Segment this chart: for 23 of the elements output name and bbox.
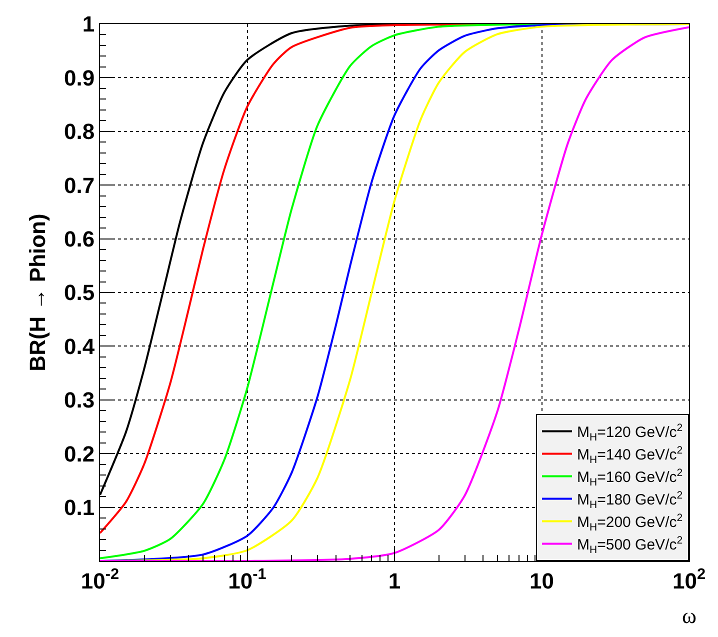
legend-label: M$_{H}$=180 GeV/c$^{2}$ [577, 489, 683, 511]
y-tick-label: 0.4 [64, 334, 96, 359]
y-tick-label: 1 [82, 12, 95, 37]
legend-label: M$_{H}$=500 GeV/c$^{2}$ [577, 534, 683, 556]
y-tick-label: 0.7 [64, 172, 95, 198]
legend-label: M$_{H}$=140 GeV/c$^{2}$ [577, 444, 683, 466]
legend-label: M$_{H}$=160 GeV/c$^{2}$ [577, 466, 683, 488]
y-tick-label: 0.3 [64, 388, 95, 413]
x-tick-label: 10$^{2}$ [672, 566, 706, 594]
x-tick-label: 10 [530, 568, 554, 594]
y-tick-label: 0.9 [64, 65, 95, 90]
legend-label: M$_{H}$=200 GeV/c$^{2}$ [577, 512, 683, 534]
y-tick-label: 0.5 [64, 280, 95, 306]
x-tick-label: 1 [388, 568, 401, 594]
legend-label: M$_{H}$=120 GeV/c$^{2}$ [577, 422, 683, 444]
x-tick-label: 10$^{-2}$ [80, 566, 120, 594]
y-tick-label: 0.6 [64, 226, 95, 252]
y-tick-label: 0.2 [64, 441, 95, 466]
y-tick-label: 0.1 [64, 495, 95, 520]
y-tick-label: 0.8 [64, 119, 95, 144]
y-axis-title: BR(H → Phion) [24, 214, 50, 372]
x-tick-label: 10$^{-1}$ [228, 566, 267, 594]
x-axis-title: ω [682, 603, 696, 628]
